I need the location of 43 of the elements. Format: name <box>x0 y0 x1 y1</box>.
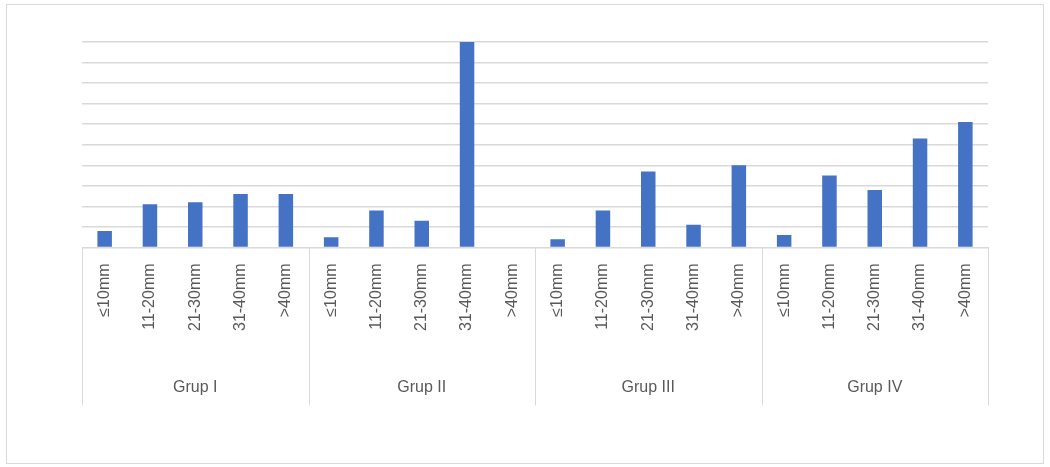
x-tick-label: 21-30mm <box>185 263 203 331</box>
x-tick-label: 11-20mm <box>593 263 611 330</box>
x-tick-label: 11-20mm <box>366 263 384 330</box>
bar <box>188 202 203 247</box>
x-tick-label: >40mm <box>729 263 747 318</box>
bar <box>595 210 611 247</box>
x-tick-label: 21-30mm <box>865 263 883 331</box>
x-tick-label: >40mm <box>502 263 520 318</box>
bar <box>958 122 973 247</box>
text: Grup II <box>397 377 447 395</box>
bar <box>550 239 565 247</box>
text: Grup III <box>621 377 675 395</box>
x-tick-label: >40mm <box>955 263 973 318</box>
x-tick-label: >40mm <box>276 263 294 318</box>
x-tick-label: ≤10mm <box>321 263 339 317</box>
x-tick-label: 11-20mm <box>819 263 837 330</box>
bar <box>912 138 928 247</box>
x-tick-label: 21-30mm <box>412 263 430 331</box>
text: Grup IV <box>847 377 903 395</box>
x-tick-label: 31-40mm <box>457 263 475 331</box>
x-tick-label: 31-40mm <box>910 263 928 331</box>
bar <box>97 230 112 247</box>
bar <box>867 189 882 247</box>
x-tick-label: ≤10mm <box>774 263 792 317</box>
x-tick-label: ≤10mm <box>95 263 113 317</box>
bar <box>369 210 384 247</box>
x-tick-label: ≤10mm <box>548 263 566 317</box>
text: Grup I <box>173 377 218 395</box>
bar <box>731 165 747 247</box>
bar <box>233 194 248 247</box>
bar <box>278 194 294 247</box>
bar <box>142 204 158 247</box>
bar <box>459 42 475 247</box>
x-tick-label: 11-20mm <box>140 263 158 330</box>
bar <box>641 171 656 247</box>
bar <box>323 237 339 247</box>
x-tick-label: 31-40mm <box>230 263 248 331</box>
bar <box>822 175 837 247</box>
bar <box>414 220 429 247</box>
bar <box>686 224 701 247</box>
x-tick-label: 31-40mm <box>683 263 701 331</box>
x-tick-label: 21-30mm <box>638 263 656 331</box>
bar <box>776 235 792 247</box>
